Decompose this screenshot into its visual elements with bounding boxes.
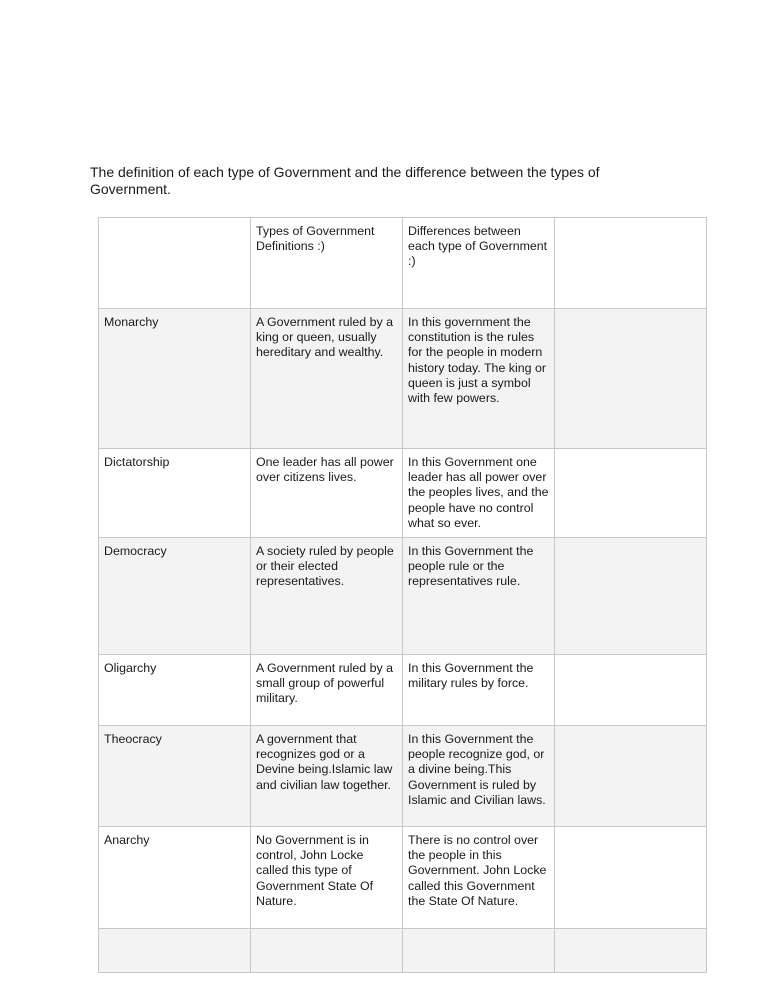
header-row: Types of Government Definitions :) Differ… bbox=[98, 217, 707, 309]
table-cell: In this Government the people rule or th… bbox=[402, 537, 555, 655]
government-type-cell: Theocracy bbox=[98, 725, 251, 827]
table-cell: A government that recognizes god or a De… bbox=[250, 725, 403, 827]
document-title: The definition of each type of Governmen… bbox=[90, 164, 600, 197]
government-type-cell: Monarchy bbox=[98, 308, 251, 449]
table-cell bbox=[554, 308, 707, 449]
table-row: Monarchy A Government ruled by a king or … bbox=[98, 308, 707, 449]
table-row bbox=[98, 928, 707, 973]
table-row: Dictatorship One leader has all power ove… bbox=[98, 448, 707, 538]
table-cell bbox=[402, 928, 555, 973]
table-cell bbox=[554, 654, 707, 726]
table-cell: A Government ruled by a small group of p… bbox=[250, 654, 403, 726]
table-cell: In this Government one leader has all po… bbox=[402, 448, 555, 538]
table-cell: One leader has all power over citizens l… bbox=[250, 448, 403, 538]
header-cell: Types of Government Definitions :) bbox=[250, 217, 403, 309]
table-row: Democracy A society ruled by people or th… bbox=[98, 537, 707, 655]
table-cell bbox=[554, 448, 707, 538]
header-cell: Differences between each type of Governm… bbox=[402, 217, 555, 309]
table-cell: In this Government the people recognize … bbox=[402, 725, 555, 827]
table-cell: No Government is in control, John Locke … bbox=[250, 826, 403, 929]
table-row: Theocracy A government that recognizes go… bbox=[98, 725, 707, 827]
table-cell: A society ruled by people or their elect… bbox=[250, 537, 403, 655]
government-type-cell bbox=[98, 928, 251, 973]
table-cell bbox=[554, 725, 707, 827]
government-type-cell: Dictatorship bbox=[98, 448, 251, 538]
table-row: Anarchy No Government is in control, John… bbox=[98, 826, 707, 929]
table-row: Oligarchy A Government ruled by a small g… bbox=[98, 654, 707, 726]
government-table: Types of Government Definitions :) Differ… bbox=[98, 217, 707, 973]
table-cell: In this Government the military rules by… bbox=[402, 654, 555, 726]
table-cell: There is no control over the people in t… bbox=[402, 826, 555, 929]
header-cell bbox=[98, 217, 251, 309]
table-cell: A Government ruled by a king or queen, u… bbox=[250, 308, 403, 449]
table-cell bbox=[554, 928, 707, 973]
government-type-cell: Democracy bbox=[98, 537, 251, 655]
table-cell bbox=[554, 537, 707, 655]
table-cell bbox=[250, 928, 403, 973]
government-type-cell: Anarchy bbox=[98, 826, 251, 929]
table-cell bbox=[554, 826, 707, 929]
header-cell bbox=[554, 217, 707, 309]
table-cell: In this government the constitution is t… bbox=[402, 308, 555, 449]
government-type-cell: Oligarchy bbox=[98, 654, 251, 726]
